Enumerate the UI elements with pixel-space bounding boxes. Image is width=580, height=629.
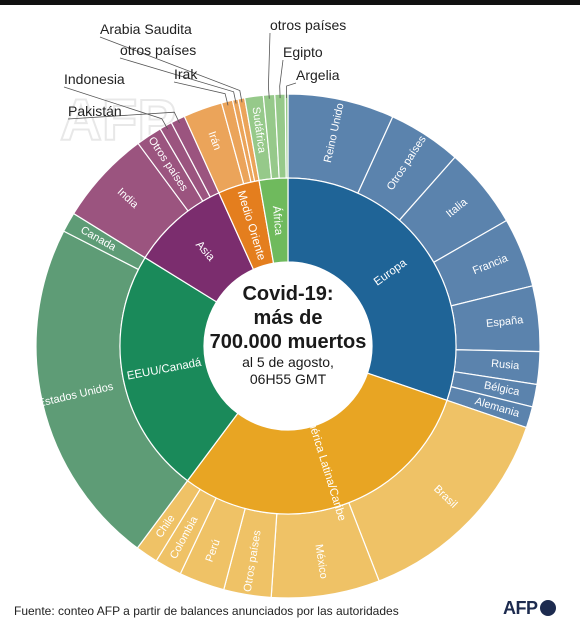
center-title-line-1: Covid-19: [242, 283, 334, 305]
leader-africa-argelia-3 [286, 82, 297, 98]
center-title-line-2: más de [253, 307, 323, 329]
center-subtitle-line-2: 06H55 GMT [249, 371, 327, 387]
outer-ring [35, 93, 541, 599]
leader-medio-oriente-arabia-saudita-3 [99, 36, 243, 103]
callout-label-medio-oriente-irak-1: Irak [174, 66, 198, 82]
country-label-america-latina-caribe-mexico-1: México [312, 543, 329, 579]
source-note: Fuente: conteo AFP a partir de balances … [14, 604, 399, 618]
callout-label-africa-otros-paises-1: otros países [270, 17, 346, 33]
callout-label-asia-indonesia-2: Indonesia [64, 71, 125, 87]
country-wedge-africa-argelia-3 [284, 93, 289, 179]
leader-medio-oriente-irak-1 [173, 81, 229, 106]
center-title-block: Covid-19: más de 700.000 muertos al 5 de… [188, 282, 388, 388]
country-label-europa-espana-4: España [485, 314, 524, 330]
leader-medio-oriente-otros-paises-2 [119, 57, 237, 104]
callout-label-medio-oriente-arabia-saudita-3: Arabia Saudita [100, 21, 192, 37]
callout-label-medio-oriente-otros-paises-2: otros países [120, 42, 196, 58]
callout-label-africa-argelia-3: Argelia [296, 67, 340, 83]
center-hole [204, 262, 372, 430]
afp-logo-text: AFP [503, 598, 538, 618]
afp-logo: AFP [503, 598, 556, 619]
top-bar [0, 0, 580, 5]
afp-logo-dot-icon [539, 600, 556, 616]
center-title-line-3: 700.000 muertos [209, 331, 367, 353]
callout-label-asia-pakistan-3: Pakistán [68, 103, 122, 119]
leader-africa-egipto-2 [279, 59, 284, 99]
region-label-africa: África [270, 205, 286, 236]
center-subtitle-line-1: al 5 de agosto, [242, 354, 334, 370]
country-label-europa-rusia-5: Rusia [491, 358, 521, 372]
callout-leaders [63, 32, 297, 130]
inner-ring [119, 177, 457, 515]
leader-africa-otros-paises-1 [267, 32, 271, 99]
callout-label-africa-egipto-2: Egipto [283, 44, 323, 60]
leader-asia-pakistan-3 [67, 111, 180, 124]
leader-asia-indonesia-2 [63, 86, 169, 130]
